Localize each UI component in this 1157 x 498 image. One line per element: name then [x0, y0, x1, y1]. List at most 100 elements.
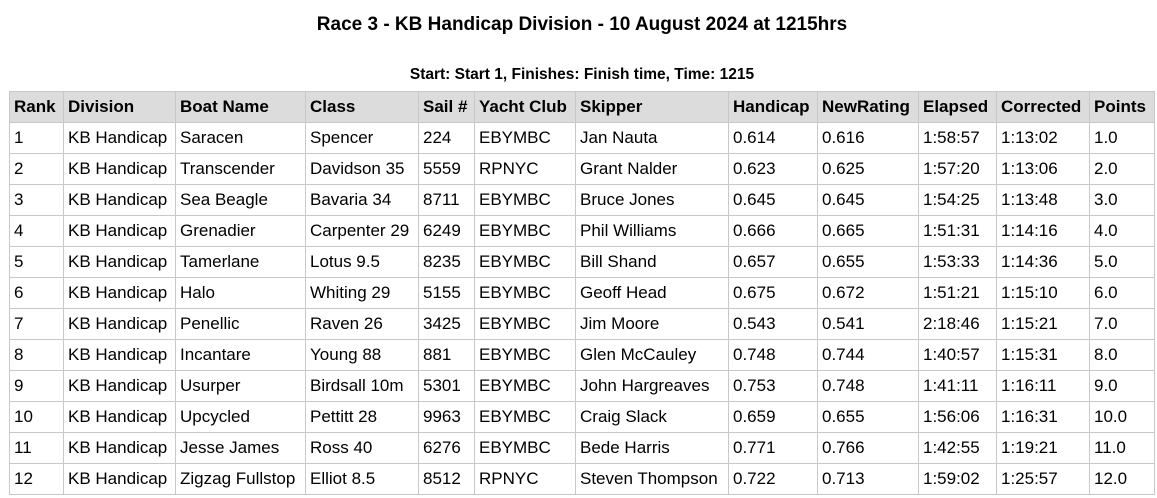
cell: 11 — [9, 432, 64, 464]
cell: Halo — [175, 277, 306, 309]
cell: Birdsall 10m — [305, 370, 419, 402]
cell: 0.614 — [728, 122, 818, 154]
cell: EBYMBC — [474, 277, 576, 309]
cell: 1 — [9, 122, 64, 154]
cell: 1:15:31 — [996, 339, 1090, 371]
cell: 0.748 — [817, 370, 919, 402]
cell: 0.657 — [728, 246, 818, 278]
cell: 1:53:33 — [918, 246, 997, 278]
cell: 8 — [9, 339, 64, 371]
cell: 5 — [9, 246, 64, 278]
cell: Penellic — [175, 308, 306, 340]
cell: Elliot 8.5 — [305, 463, 419, 495]
cell: Raven 26 — [305, 308, 419, 340]
cell: Incantare — [175, 339, 306, 371]
cell: 1:14:16 — [996, 215, 1090, 247]
result-row: 8 KB Handicap Incantare Young 88 881 EBYMBC Gl… — [9, 339, 1155, 371]
cell: 10 — [9, 401, 64, 433]
column-header: Handicap — [728, 91, 818, 123]
cell: KB Handicap — [63, 153, 176, 185]
cell: 0.766 — [817, 432, 919, 464]
column-header: Yacht Club — [474, 91, 576, 123]
cell: 0.665 — [817, 215, 919, 247]
cell: 4 — [9, 215, 64, 247]
cell: 0.713 — [817, 463, 919, 495]
cell: 1:54:25 — [918, 184, 997, 216]
cell: 1:57:20 — [918, 153, 997, 185]
cell: KB Handicap — [63, 122, 176, 154]
cell: 1:19:21 — [996, 432, 1090, 464]
cell: RPNYC — [474, 153, 576, 185]
cell: 1:51:21 — [918, 277, 997, 309]
cell: 1:15:10 — [996, 277, 1090, 309]
cell: 0.616 — [817, 122, 919, 154]
cell: Ross 40 — [305, 432, 419, 464]
result-row: 10 KB Handicap Upcycled Pettitt 28 9963 EBYMB… — [9, 401, 1155, 433]
cell: 0.541 — [817, 308, 919, 340]
cell: 0.659 — [728, 401, 818, 433]
column-header: NewRating — [817, 91, 919, 123]
cell: EBYMBC — [474, 401, 576, 433]
cell: Sea Beagle — [175, 184, 306, 216]
cell: EBYMBC — [474, 308, 576, 340]
cell: 5301 — [418, 370, 475, 402]
column-header: Points — [1089, 91, 1155, 123]
cell: KB Handicap — [63, 277, 176, 309]
result-row: 2 KB Handicap Transcender Davidson 35 5559 RP… — [9, 153, 1155, 185]
table-body: 1 KB Handicap Saracen Spencer 224 EBYMBC Jan N… — [9, 122, 1155, 495]
cell: KB Handicap — [63, 432, 176, 464]
cell: 0.543 — [728, 308, 818, 340]
cell: 8512 — [418, 463, 475, 495]
cell: 1:58:57 — [918, 122, 997, 154]
result-row: 4 KB Handicap Grenadier Carpenter 29 6249 EBY… — [9, 215, 1155, 247]
cell: 7 — [9, 308, 64, 340]
cell: 6 — [9, 277, 64, 309]
cell: 7.0 — [1089, 308, 1155, 340]
cell: 9963 — [418, 401, 475, 433]
cell: Spencer — [305, 122, 419, 154]
cell: Usurper — [175, 370, 306, 402]
cell: Phil Williams — [575, 215, 729, 247]
cell: 3.0 — [1089, 184, 1155, 216]
cell: 0.672 — [817, 277, 919, 309]
results-table: Rank Division Boat Name Class Sail # Yacht Cl… — [9, 91, 1155, 495]
cell: 1.0 — [1089, 122, 1155, 154]
cell: EBYMBC — [474, 370, 576, 402]
cell: Jim Moore — [575, 308, 729, 340]
cell: KB Handicap — [63, 370, 176, 402]
cell: 0.744 — [817, 339, 919, 371]
cell: John Hargreaves — [575, 370, 729, 402]
cell: Craig Slack — [575, 401, 729, 433]
cell: 3425 — [418, 308, 475, 340]
subtitle: Start: Start 1, Finishes: Finish time, T… — [409, 66, 755, 83]
cell: 3 — [9, 184, 64, 216]
cell: 1:14:36 — [996, 246, 1090, 278]
cell: 6.0 — [1089, 277, 1155, 309]
column-header: Class — [305, 91, 419, 123]
cell: 5155 — [418, 277, 475, 309]
cell: 224 — [418, 122, 475, 154]
cell: Lotus 9.5 — [305, 246, 419, 278]
cell: Glen McCauley — [575, 339, 729, 371]
cell: 0.625 — [817, 153, 919, 185]
cell: Bavaria 34 — [305, 184, 419, 216]
cell: 1:13:48 — [996, 184, 1090, 216]
cell: Pettitt 28 — [305, 401, 419, 433]
cell: 0.675 — [728, 277, 818, 309]
cell: 8.0 — [1089, 339, 1155, 371]
cell: EBYMBC — [474, 122, 576, 154]
result-row: 7 KB Handicap Penellic Raven 26 3425 EBYMBC Ji… — [9, 308, 1155, 340]
cell: 1:15:21 — [996, 308, 1090, 340]
column-header: Rank — [9, 91, 64, 123]
cell: Grant Nalder — [575, 153, 729, 185]
result-row: 3 KB Handicap Sea Beagle Bavaria 34 8711 EBYM… — [9, 184, 1155, 216]
column-header: Elapsed — [918, 91, 997, 123]
cell: Carpenter 29 — [305, 215, 419, 247]
cell: 1:59:02 — [918, 463, 997, 495]
cell: Jesse James — [175, 432, 306, 464]
result-row: 12 KB Handicap Zigzag Fullstop Elliot 8.5 85… — [9, 463, 1155, 495]
cell: 881 — [418, 339, 475, 371]
cell: Geoff Head — [575, 277, 729, 309]
cell: 0.645 — [817, 184, 919, 216]
